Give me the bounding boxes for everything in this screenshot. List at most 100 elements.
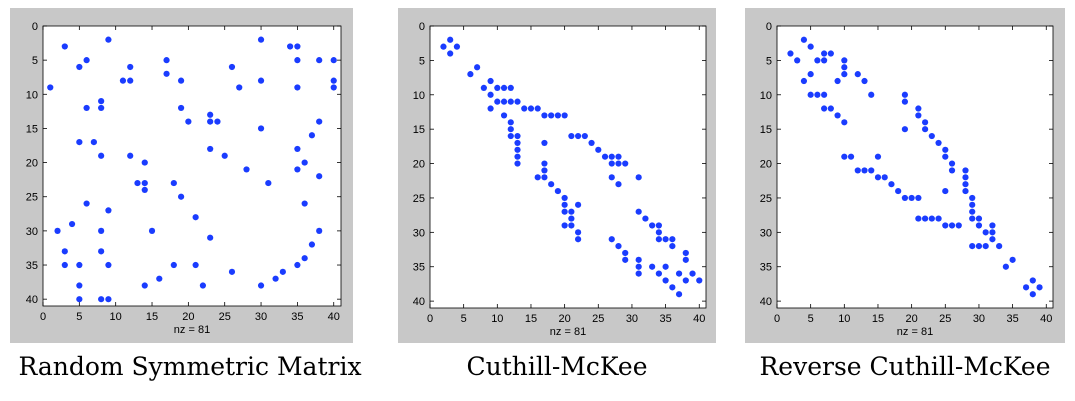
matrix-nonzero-point [141,186,148,194]
nz-count-label: nz = 81 [550,326,586,338]
matrix-nonzero-point [541,139,548,147]
x-tick-label: 40 [328,311,340,323]
x-tick-label: 40 [693,313,705,325]
chart-panel-reverse-cuthill-mckee: 0 5 10 15 20 25 30 35 40 0 5 10 15 20 25 30 35 40 nz = 81 [745,8,1065,343]
matrix-nonzero-point [554,187,562,195]
matrix-nonzero-point [1036,284,1043,291]
x-tick-label: 20 [559,313,571,325]
matrix-nonzero-point [76,63,83,71]
matrix-nonzero-point [76,138,83,146]
matrix-nonzero-point [514,160,521,167]
y-tick-label: 15 [26,123,38,135]
matrix-nonzero-point [841,71,848,78]
matrix-nonzero-point [655,222,662,229]
plot-area [776,25,1054,309]
matrix-nonzero-point [841,119,848,126]
matrix-nonzero-point [935,215,942,222]
matrix-nonzero-point [47,84,54,91]
matrix-nonzero-point [821,105,828,112]
matrix-nonzero-point [962,174,969,181]
matrix-nonzero-point [534,174,541,181]
matrix-nonzero-point [675,270,683,277]
matrix-nonzero-point [854,71,861,78]
matrix-nonzero-point [294,43,301,50]
matrix-nonzero-point [330,84,337,91]
matrix-nonzero-point [574,201,582,208]
matrix-nonzero-point [807,43,814,50]
matrix-nonzero-point [868,167,875,174]
matrix-nonzero-point [548,112,555,119]
matrix-nonzero-point [507,119,514,126]
matrix-nonzero-point [98,296,105,303]
matrix-nonzero-point [635,270,642,277]
matrix-nonzero-point [236,84,243,91]
matrix-nonzero-point [915,105,922,112]
matrix-nonzero-point [474,64,481,71]
y-tick-label: 0 [32,21,38,33]
matrix-nonzero-point [105,261,112,269]
matrix-nonzero-point [257,77,265,84]
matrix-nonzero-point [541,112,548,119]
matrix-nonzero-point [608,174,615,181]
chart-panel-cuthill-mckee: 0 5 10 15 20 25 30 35 40 0 5 10 15 20 25 30 35 40 nz = 81 [398,8,716,343]
matrix-nonzero-point [207,145,214,153]
matrix-nonzero-point [635,208,642,215]
matrix-nonzero-point [453,43,461,50]
plot-area [429,25,707,309]
matrix-nonzero-point [642,215,649,222]
matrix-nonzero-point [83,200,90,207]
matrix-nonzero-point [841,153,848,160]
x-tick-label: 30 [255,311,267,323]
matrix-nonzero-point [301,255,308,262]
matrix-nonzero-point [568,222,575,229]
matrix-nonzero-point [61,248,68,255]
matrix-nonzero-point [527,105,535,112]
matrix-nonzero-point [243,166,250,173]
matrix-nonzero-point [507,126,514,133]
matrix-nonzero-point [440,43,447,50]
matrix-nonzero-point [622,256,629,263]
x-tick-label: 0 [774,313,780,325]
matrix-nonzero-point [316,173,323,180]
matrix-nonzero-point [61,43,68,50]
matrix-nonzero-point [662,277,669,284]
x-tick-label: 20 [906,313,918,325]
matrix-nonzero-point [119,77,127,84]
y-tick-label: 20 [760,159,772,171]
y-tick-label: 35 [760,262,772,274]
y-tick-label: 25 [413,193,425,205]
matrix-nonzero-point [682,256,689,263]
matrix-nonzero-point [257,282,265,289]
matrix-nonzero-point [316,227,323,234]
matrix-nonzero-point [192,214,199,221]
matrix-nonzero-point [962,187,969,195]
matrix-nonzero-point [989,229,996,236]
matrix-nonzero-point [814,57,821,64]
matrix-nonzero-point [901,194,909,202]
matrix-nonzero-point [98,98,105,105]
matrix-nonzero-point [561,222,568,229]
matrix-nonzero-point [1022,284,1030,291]
y-tick-label: 25 [26,192,38,204]
matrix-nonzero-point [948,160,956,167]
matrix-nonzero-point [279,268,286,275]
matrix-nonzero-point [807,71,814,78]
matrix-nonzero-point [98,152,105,159]
x-tick-label: 35 [291,311,303,323]
matrix-nonzero-point [500,98,508,105]
x-tick-label: 30 [626,313,638,325]
matrix-nonzero-point [207,234,214,241]
matrix-nonzero-point [500,84,508,92]
matrix-nonzero-point [568,132,575,140]
matrix-nonzero-point [294,145,301,153]
matrix-nonzero-point [308,241,316,248]
matrix-nonzero-point [608,160,615,167]
matrix-nonzero-point [861,167,868,174]
x-tick-label: 35 [659,313,671,325]
matrix-nonzero-point [561,112,568,119]
matrix-nonzero-point [487,77,494,85]
matrix-nonzero-point [635,174,642,181]
matrix-nonzero-point [76,296,83,303]
y-tick-label: 5 [766,55,772,67]
